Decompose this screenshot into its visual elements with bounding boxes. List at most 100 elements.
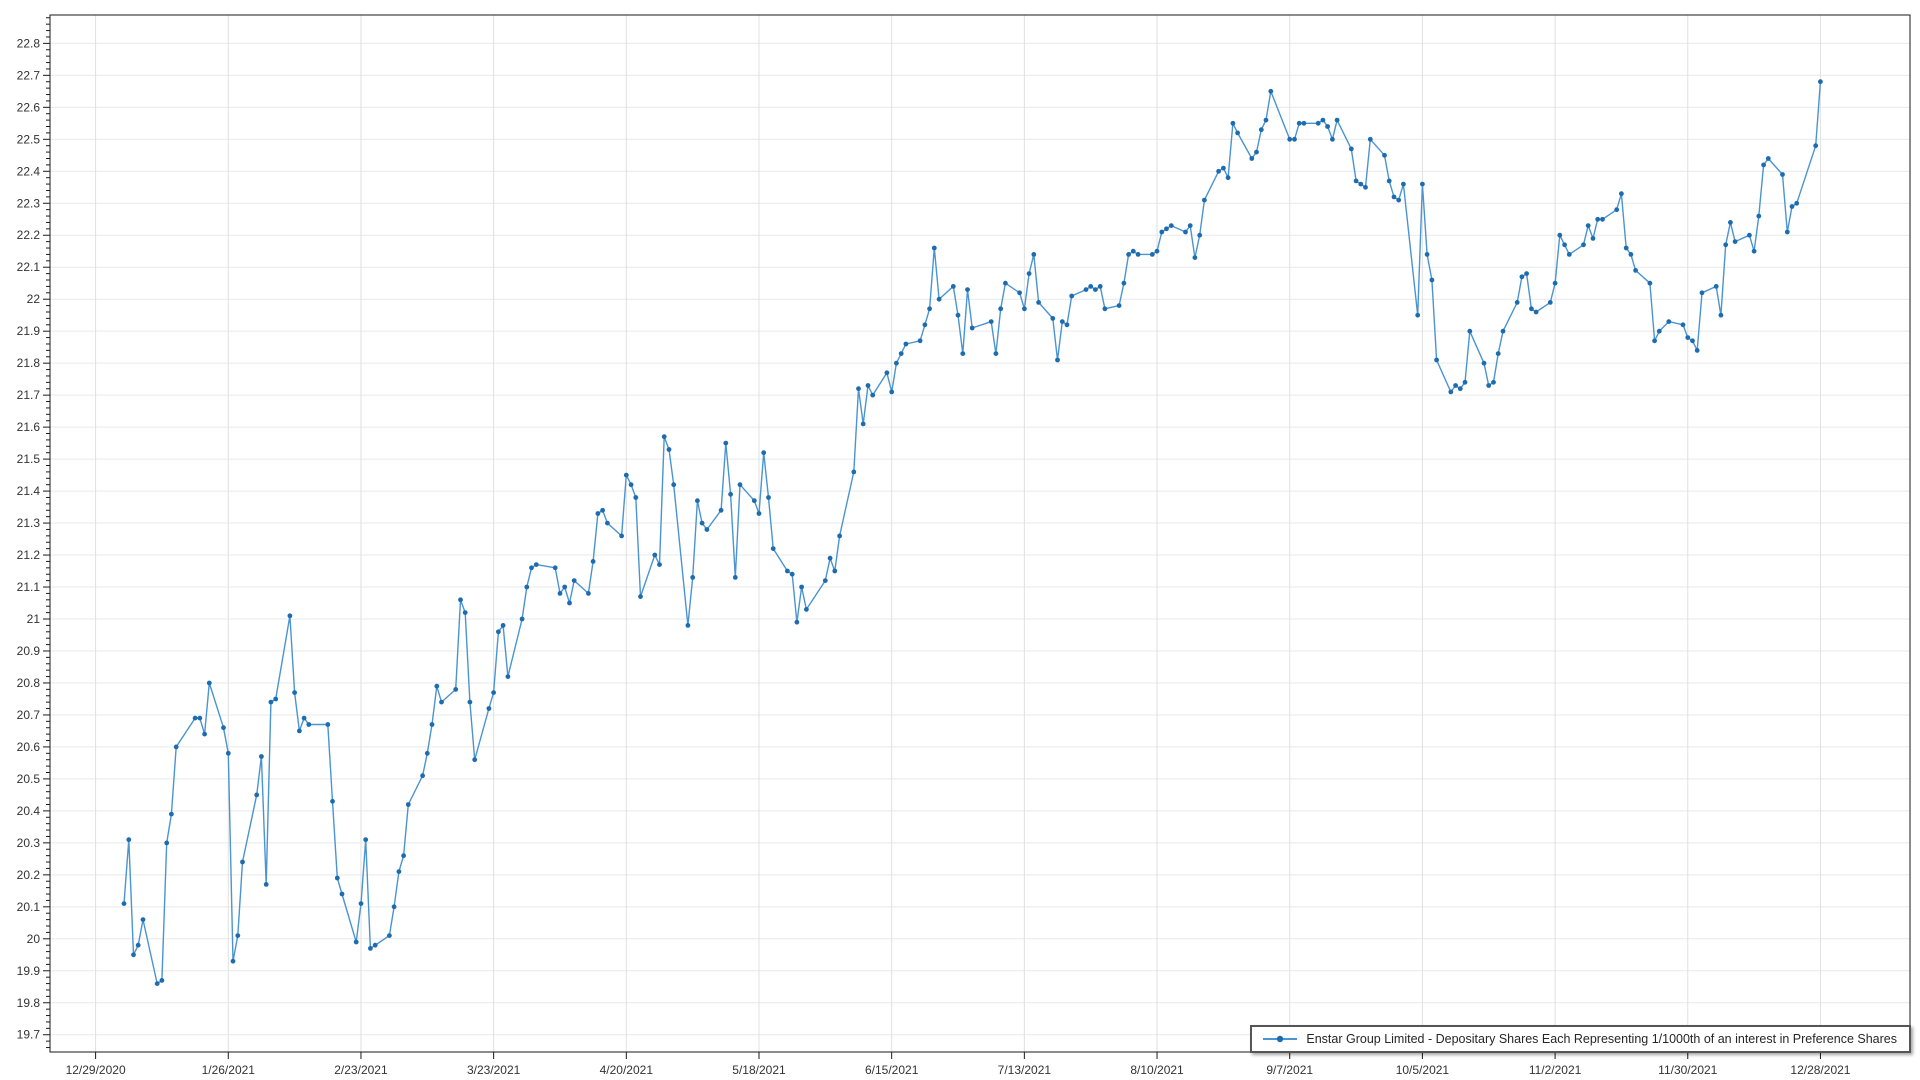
data-point[interactable] (202, 731, 208, 737)
data-point[interactable] (225, 750, 231, 756)
data-point[interactable] (785, 568, 790, 574)
data-point[interactable] (273, 696, 279, 702)
data-point[interactable] (851, 469, 857, 475)
data-point[interactable] (1519, 274, 1525, 280)
data-point[interactable] (638, 594, 643, 599)
data-point[interactable] (1514, 300, 1520, 305)
data-point[interactable] (894, 360, 899, 366)
data-point[interactable] (1453, 383, 1458, 388)
data-point[interactable] (353, 939, 359, 945)
data-point[interactable] (1116, 303, 1122, 308)
data-point[interactable] (1680, 322, 1686, 328)
data-point[interactable] (794, 619, 800, 625)
data-point[interactable] (1325, 124, 1330, 129)
data-point[interactable] (1050, 316, 1056, 321)
data-point[interactable] (197, 715, 203, 721)
data-point[interactable] (1448, 389, 1454, 395)
data-point[interactable] (590, 559, 596, 564)
data-point[interactable] (254, 792, 260, 798)
data-point[interactable] (287, 613, 293, 619)
data-point[interactable] (1315, 120, 1321, 126)
data-point[interactable] (718, 507, 724, 513)
data-point[interactable] (1320, 117, 1326, 123)
data-point[interactable] (766, 495, 771, 500)
data-point[interactable] (917, 338, 923, 344)
data-point[interactable] (1187, 223, 1193, 229)
data-point[interactable] (372, 942, 378, 948)
data-point[interactable] (1628, 252, 1634, 257)
data-point[interactable] (1401, 181, 1406, 187)
data-point[interactable] (1429, 277, 1435, 283)
data-point[interactable] (1097, 284, 1103, 289)
data-point[interactable] (297, 728, 302, 734)
data-point[interactable] (1524, 271, 1529, 276)
data-point[interactable] (1225, 175, 1231, 181)
data-point[interactable] (439, 699, 444, 705)
data-point[interactable] (1334, 117, 1340, 123)
data-point[interactable] (387, 933, 392, 938)
data-point[interactable] (1221, 165, 1226, 171)
data-point[interactable] (1183, 229, 1188, 235)
data-point[interactable] (827, 555, 833, 561)
data-point[interactable] (339, 891, 345, 897)
data-point[interactable] (1121, 280, 1127, 286)
data-point[interactable] (1197, 232, 1203, 238)
data-point[interactable] (922, 322, 928, 328)
data-point[interactable] (960, 351, 966, 356)
data-point[interactable] (491, 690, 496, 695)
data-point[interactable] (486, 706, 492, 711)
data-point[interactable] (1590, 236, 1596, 241)
data-point[interactable] (235, 933, 241, 938)
data-point[interactable] (135, 942, 141, 948)
data-point[interactable] (1699, 290, 1705, 296)
data-point[interactable] (1723, 242, 1729, 248)
data-point[interactable] (671, 482, 677, 488)
data-point[interactable] (1747, 232, 1752, 238)
data-point[interactable] (623, 472, 629, 478)
data-point[interactable] (1263, 117, 1269, 123)
data-point[interactable] (870, 392, 876, 398)
data-point[interactable] (126, 837, 132, 843)
data-point[interactable] (173, 744, 179, 750)
data-point[interactable] (657, 562, 662, 567)
data-point[interactable] (1301, 120, 1307, 126)
data-point[interactable] (955, 312, 961, 318)
data-point[interactable] (1656, 328, 1662, 334)
data-point[interactable] (789, 571, 795, 577)
data-point[interactable] (1135, 252, 1141, 257)
data-point[interactable] (927, 306, 932, 312)
data-point[interactable] (1495, 351, 1501, 356)
data-point[interactable] (969, 325, 975, 331)
data-point[interactable] (1287, 136, 1293, 142)
data-point[interactable] (1064, 322, 1070, 328)
data-point[interactable] (325, 722, 331, 727)
data-point[interactable] (1386, 178, 1392, 184)
data-point[interactable] (628, 482, 634, 488)
data-point[interactable] (458, 597, 463, 603)
data-point[interactable] (1666, 319, 1672, 324)
data-point[interactable] (837, 533, 842, 539)
data-point[interactable] (1761, 162, 1766, 168)
data-point[interactable] (1093, 287, 1098, 292)
data-point[interactable] (1756, 213, 1762, 219)
data-point[interactable] (1230, 120, 1236, 126)
data-point[interactable] (856, 386, 861, 392)
data-point[interactable] (1690, 338, 1695, 344)
data-point[interactable] (1728, 220, 1733, 225)
data-point[interactable] (1694, 348, 1700, 353)
data-point[interactable] (567, 600, 572, 606)
data-point[interactable] (1055, 357, 1060, 363)
data-point[interactable] (761, 450, 767, 456)
data-point[interactable] (1718, 312, 1724, 318)
data-point[interactable] (1268, 88, 1274, 94)
data-point[interactable] (685, 623, 691, 628)
data-point[interactable] (1126, 252, 1131, 257)
data-point[interactable] (1003, 280, 1008, 286)
data-point[interactable] (500, 623, 506, 628)
data-point[interactable] (1330, 136, 1335, 142)
data-point[interactable] (1566, 252, 1572, 257)
data-point[interactable] (690, 575, 696, 580)
data-point[interactable] (799, 584, 804, 590)
data-point[interactable] (434, 683, 440, 689)
data-point[interactable] (619, 533, 624, 539)
